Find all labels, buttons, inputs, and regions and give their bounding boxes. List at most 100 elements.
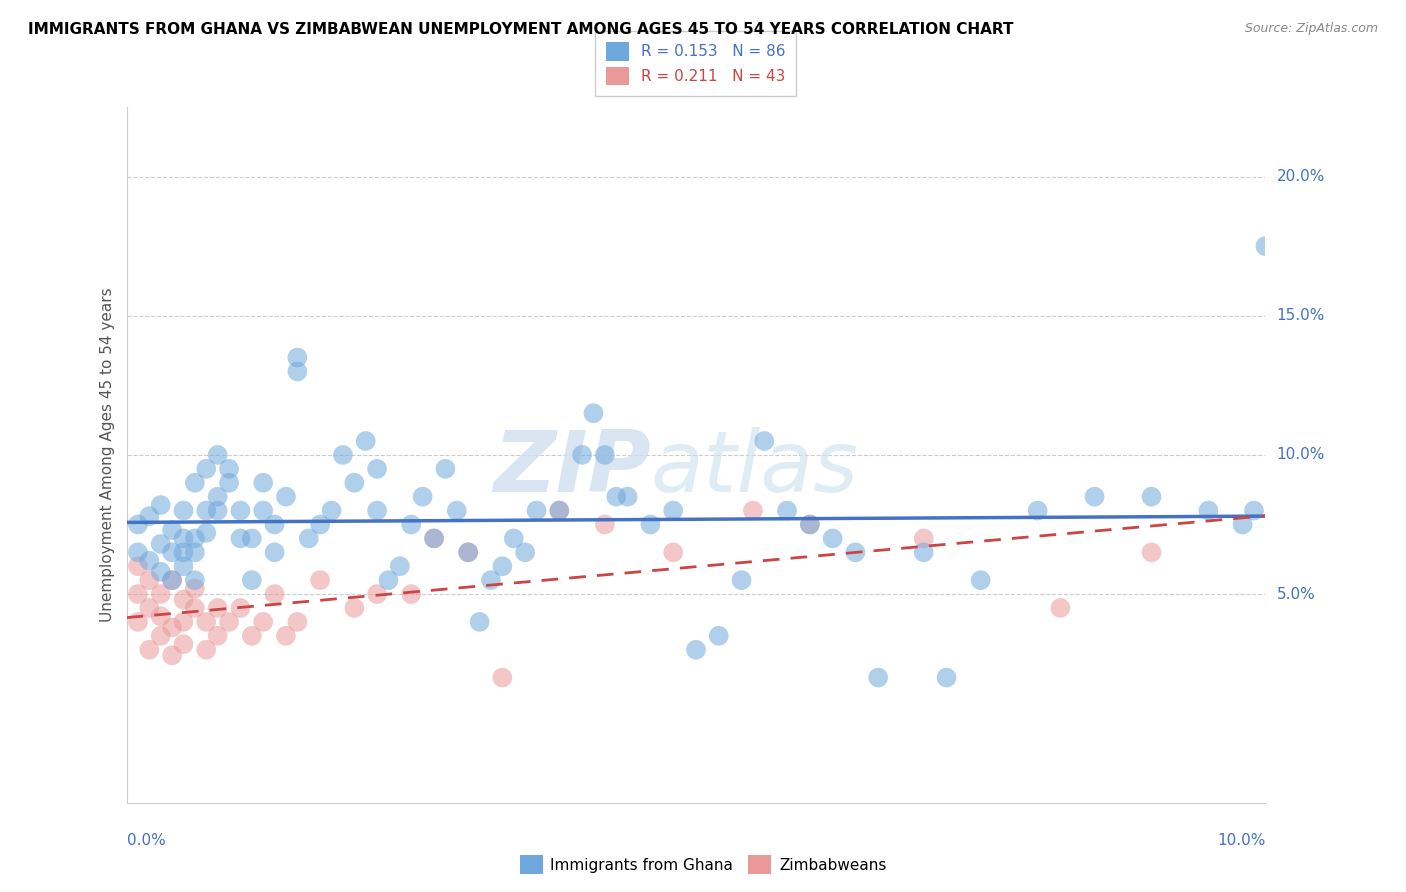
Point bbox=[195, 642, 218, 657]
Point bbox=[218, 475, 240, 490]
Point bbox=[1198, 503, 1220, 517]
Point bbox=[184, 545, 207, 559]
Point bbox=[218, 615, 240, 629]
Point bbox=[149, 587, 172, 601]
Point bbox=[127, 587, 149, 601]
Point bbox=[138, 601, 160, 615]
Point bbox=[605, 490, 627, 504]
Point bbox=[662, 545, 685, 559]
Point bbox=[730, 573, 752, 587]
Point bbox=[844, 545, 866, 559]
Text: 5.0%: 5.0% bbox=[1277, 587, 1315, 601]
Point bbox=[662, 503, 685, 517]
Point bbox=[172, 545, 194, 559]
Text: Source: ZipAtlas.com: Source: ZipAtlas.com bbox=[1244, 22, 1378, 36]
Point bbox=[160, 620, 183, 634]
Point bbox=[912, 532, 935, 546]
Point bbox=[287, 615, 309, 629]
Point bbox=[754, 434, 776, 448]
Point bbox=[354, 434, 377, 448]
Point bbox=[1140, 545, 1163, 559]
Point bbox=[172, 532, 194, 546]
Text: 10.0%: 10.0% bbox=[1277, 448, 1324, 462]
Point bbox=[207, 448, 229, 462]
Point bbox=[149, 537, 172, 551]
Text: 0.0%: 0.0% bbox=[127, 833, 166, 848]
Point bbox=[172, 637, 194, 651]
Point bbox=[401, 587, 423, 601]
Point bbox=[149, 565, 172, 579]
Text: IMMIGRANTS FROM GHANA VS ZIMBABWEAN UNEMPLOYMENT AMONG AGES 45 TO 54 YEARS CORRE: IMMIGRANTS FROM GHANA VS ZIMBABWEAN UNEM… bbox=[28, 22, 1014, 37]
Point bbox=[491, 559, 513, 574]
Point bbox=[229, 532, 252, 546]
Point bbox=[195, 462, 218, 476]
Point bbox=[799, 517, 821, 532]
Point bbox=[149, 629, 172, 643]
Point bbox=[184, 475, 207, 490]
Point bbox=[160, 648, 183, 663]
Point bbox=[776, 503, 799, 517]
Point bbox=[207, 629, 229, 643]
Point bbox=[685, 642, 707, 657]
Point bbox=[434, 462, 457, 476]
Point bbox=[207, 503, 229, 517]
Text: atlas: atlas bbox=[651, 427, 859, 510]
Point bbox=[548, 503, 571, 517]
Point bbox=[1232, 517, 1254, 532]
Point bbox=[172, 592, 194, 607]
Point bbox=[343, 475, 366, 490]
Point bbox=[1026, 503, 1049, 517]
Point bbox=[240, 629, 263, 643]
Text: 15.0%: 15.0% bbox=[1277, 309, 1324, 323]
Point bbox=[160, 523, 183, 537]
Point bbox=[571, 448, 593, 462]
Point bbox=[218, 462, 240, 476]
Point bbox=[274, 490, 297, 504]
Point bbox=[799, 517, 821, 532]
Point bbox=[526, 503, 548, 517]
Point bbox=[263, 587, 285, 601]
Point bbox=[184, 601, 207, 615]
Point bbox=[184, 532, 207, 546]
Point bbox=[127, 559, 149, 574]
Text: ZIP: ZIP bbox=[492, 427, 651, 510]
Point bbox=[868, 671, 890, 685]
Y-axis label: Unemployment Among Ages 45 to 54 years: Unemployment Among Ages 45 to 54 years bbox=[100, 287, 115, 623]
Point bbox=[172, 615, 194, 629]
Point bbox=[138, 573, 160, 587]
Point bbox=[207, 601, 229, 615]
Legend: R = 0.153   N = 86, R = 0.211   N = 43: R = 0.153 N = 86, R = 0.211 N = 43 bbox=[596, 31, 796, 96]
Point bbox=[332, 448, 354, 462]
Point bbox=[195, 525, 218, 540]
Point bbox=[240, 573, 263, 587]
Point bbox=[149, 498, 172, 512]
Point bbox=[457, 545, 479, 559]
Point bbox=[207, 490, 229, 504]
Point bbox=[479, 573, 502, 587]
Point bbox=[593, 517, 616, 532]
Point bbox=[412, 490, 434, 504]
Point bbox=[127, 545, 149, 559]
Text: 20.0%: 20.0% bbox=[1277, 169, 1324, 184]
Point bbox=[138, 554, 160, 568]
Point bbox=[309, 517, 332, 532]
Point bbox=[298, 532, 321, 546]
Point bbox=[1084, 490, 1107, 504]
Point bbox=[172, 559, 194, 574]
Point bbox=[184, 573, 207, 587]
Point bbox=[742, 503, 765, 517]
Point bbox=[138, 642, 160, 657]
Point bbox=[1049, 601, 1071, 615]
Point bbox=[274, 629, 297, 643]
Legend: Immigrants from Ghana, Zimbabweans: Immigrants from Ghana, Zimbabweans bbox=[513, 849, 893, 880]
Point bbox=[127, 517, 149, 532]
Text: 10.0%: 10.0% bbox=[1218, 833, 1265, 848]
Point bbox=[195, 615, 218, 629]
Point bbox=[821, 532, 844, 546]
Point bbox=[912, 545, 935, 559]
Point bbox=[263, 545, 285, 559]
Point bbox=[582, 406, 605, 420]
Point bbox=[366, 503, 388, 517]
Point bbox=[240, 532, 263, 546]
Point bbox=[423, 532, 446, 546]
